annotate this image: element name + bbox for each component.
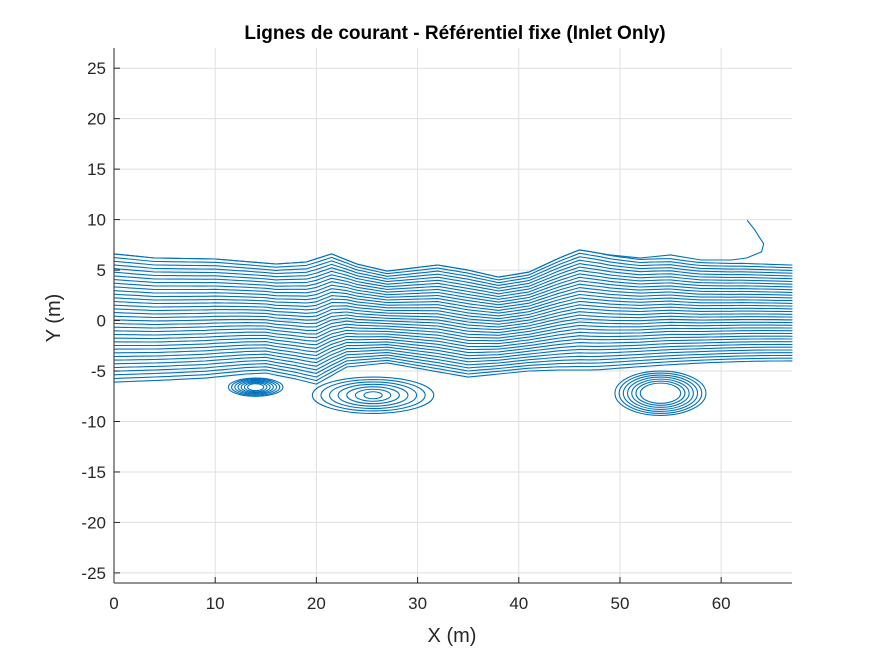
eddy-loop [337, 383, 409, 407]
streamline [113, 321, 793, 336]
streamline [113, 269, 793, 295]
streamline [113, 354, 793, 378]
eddy-loop [237, 380, 274, 395]
streamline [113, 335, 793, 353]
y-tick-label: 25 [87, 59, 106, 78]
streamline [113, 300, 793, 320]
streamline [113, 349, 793, 371]
streamline [113, 346, 793, 367]
eddy-loop [320, 378, 426, 412]
eddy-loop [626, 376, 694, 410]
streamline [113, 324, 793, 339]
streamline [113, 332, 793, 349]
y-tick-label: 15 [87, 160, 106, 179]
x-axis-label: X (m) [428, 625, 477, 647]
streamline [113, 341, 793, 360]
eddy-loop [240, 381, 271, 394]
chart-title: Lignes de courant - Référentiel fixe (In… [244, 23, 665, 44]
eddy-loop [346, 386, 400, 405]
y-tick-label: -5 [91, 362, 106, 381]
streamline [113, 280, 793, 303]
streamline [113, 314, 793, 331]
streamline [113, 287, 793, 309]
eddy-loop [354, 388, 392, 402]
axes [113, 48, 792, 584]
streamline [113, 317, 793, 334]
streamline [113, 293, 793, 314]
eddy-loop [363, 391, 383, 400]
streamline [113, 304, 793, 322]
y-tick-label: -15 [81, 463, 106, 482]
eddy-loop [227, 377, 284, 397]
streamline [113, 343, 793, 364]
x-tick-label: 50 [611, 594, 630, 613]
eddy-loop [247, 383, 265, 392]
streamline [113, 259, 793, 286]
streamline [113, 252, 793, 281]
eddy-loop [614, 370, 707, 416]
streamline [113, 360, 793, 385]
x-tick-label: 10 [206, 594, 225, 613]
x-tick-label: 60 [712, 594, 731, 613]
x-tick-label: 20 [307, 594, 326, 613]
y-tick-label: 20 [87, 110, 106, 129]
tick-labels: 0 10 20 30 40 50 60 -25 -20 -15 -10 -5 0 5 10 15 20 25 [81, 59, 730, 613]
streamline [113, 297, 793, 317]
eddy-loop [639, 382, 682, 404]
streamline [113, 330, 793, 346]
eddy-loop [635, 380, 686, 406]
streamline-top-hook [113, 220, 765, 278]
eddy-loop [622, 374, 699, 412]
x-tick-label: 0 [109, 594, 118, 613]
streamline [113, 256, 793, 284]
streamline [113, 338, 793, 357]
eddy-loop [329, 381, 418, 410]
streamline [113, 263, 793, 289]
streamline [113, 311, 793, 328]
y-tick-label: 5 [97, 261, 106, 280]
streamline [113, 273, 793, 298]
eddy-loop [631, 378, 690, 408]
streamlines [113, 220, 793, 416]
y-tick-label: 0 [97, 312, 106, 331]
y-tick-label: -25 [81, 564, 106, 583]
streamline [113, 327, 793, 342]
x-tick-label: 40 [509, 594, 528, 613]
y-tick-label: -10 [81, 412, 106, 431]
y-tick-label: -20 [81, 513, 106, 532]
streamline [113, 266, 793, 292]
y-tick-label: 10 [87, 211, 106, 230]
eddy-loop [243, 382, 268, 393]
streamline [113, 307, 793, 325]
x-tick-label: 30 [408, 594, 427, 613]
eddy-loop [231, 378, 281, 396]
streamline [113, 276, 793, 300]
y-axis-label: Y (m) [43, 294, 65, 343]
eddy-loop [618, 372, 703, 414]
grid [113, 48, 792, 583]
streamline [113, 283, 793, 306]
eddy-loop [311, 376, 435, 414]
streamline [113, 352, 793, 374]
eddy-loop [234, 379, 278, 395]
streamline [113, 290, 793, 311]
streamline [113, 357, 793, 382]
